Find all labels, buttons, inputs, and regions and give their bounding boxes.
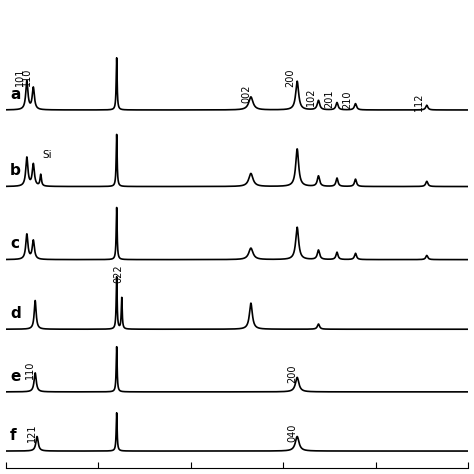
Text: 110: 110: [25, 360, 35, 379]
Text: 121: 121: [27, 424, 37, 442]
Text: 112: 112: [414, 92, 424, 111]
Text: 210: 210: [343, 91, 353, 109]
Text: 200: 200: [287, 365, 297, 383]
Text: 040: 040: [287, 424, 297, 442]
Text: 201: 201: [324, 90, 334, 108]
Text: 101: 101: [15, 68, 25, 86]
Text: 200: 200: [285, 68, 295, 87]
Text: 002: 002: [241, 84, 251, 103]
Text: a: a: [10, 87, 20, 101]
Text: Si: Si: [42, 150, 52, 160]
Text: d: d: [10, 306, 21, 321]
Text: e: e: [10, 368, 20, 383]
Text: b: b: [10, 163, 21, 178]
Text: 102: 102: [306, 88, 316, 106]
Text: c: c: [10, 236, 19, 251]
Text: f: f: [10, 428, 17, 443]
Text: 110: 110: [22, 68, 32, 86]
Text: 022: 022: [113, 264, 123, 283]
